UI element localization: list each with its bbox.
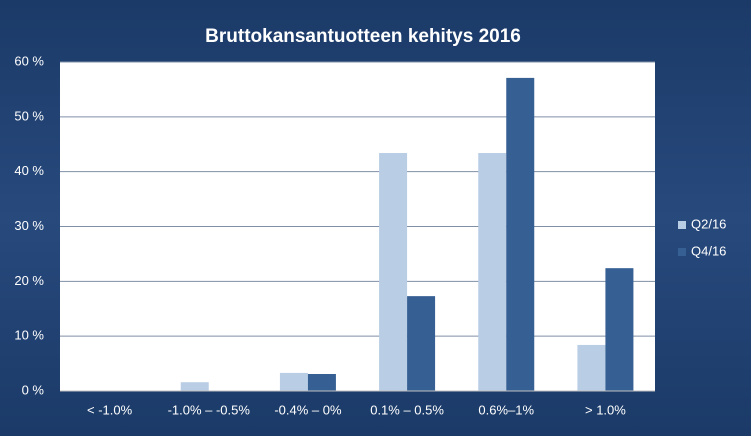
- x-tick-label: -0.4% – 0%: [274, 402, 342, 417]
- y-tick-label: 40 %: [14, 163, 44, 178]
- legend-label: Q4/16: [691, 243, 726, 258]
- legend-swatch: [678, 248, 686, 256]
- x-tick-label: 0.6%–1%: [478, 402, 534, 417]
- x-tick-label: -1.0% – -0.5%: [168, 402, 251, 417]
- chart-title: Bruttokansantuotteen kehitys 2016: [205, 26, 521, 47]
- bar: [506, 77, 535, 391]
- x-tick-label: < -1.0%: [87, 402, 133, 417]
- y-tick-label: 60 %: [14, 53, 44, 68]
- legend-swatch: [678, 221, 686, 229]
- bar: [279, 372, 308, 391]
- x-tick-label: 0.1% – 0.5%: [370, 402, 444, 417]
- bar: [605, 268, 634, 391]
- y-tick-label: 50 %: [14, 108, 44, 123]
- y-tick-label: 30 %: [14, 218, 44, 233]
- bar: [180, 382, 209, 391]
- legend-label: Q2/16: [691, 216, 726, 231]
- bar: [577, 344, 606, 391]
- y-tick-label: 0 %: [22, 382, 45, 397]
- bar: [478, 153, 507, 391]
- y-tick-label: 20 %: [14, 273, 44, 288]
- y-tick-label: 10 %: [14, 328, 44, 343]
- bar: [379, 153, 408, 391]
- x-tick-label: > 1.0%: [585, 402, 626, 417]
- bar: [307, 374, 336, 391]
- bar: [407, 296, 436, 391]
